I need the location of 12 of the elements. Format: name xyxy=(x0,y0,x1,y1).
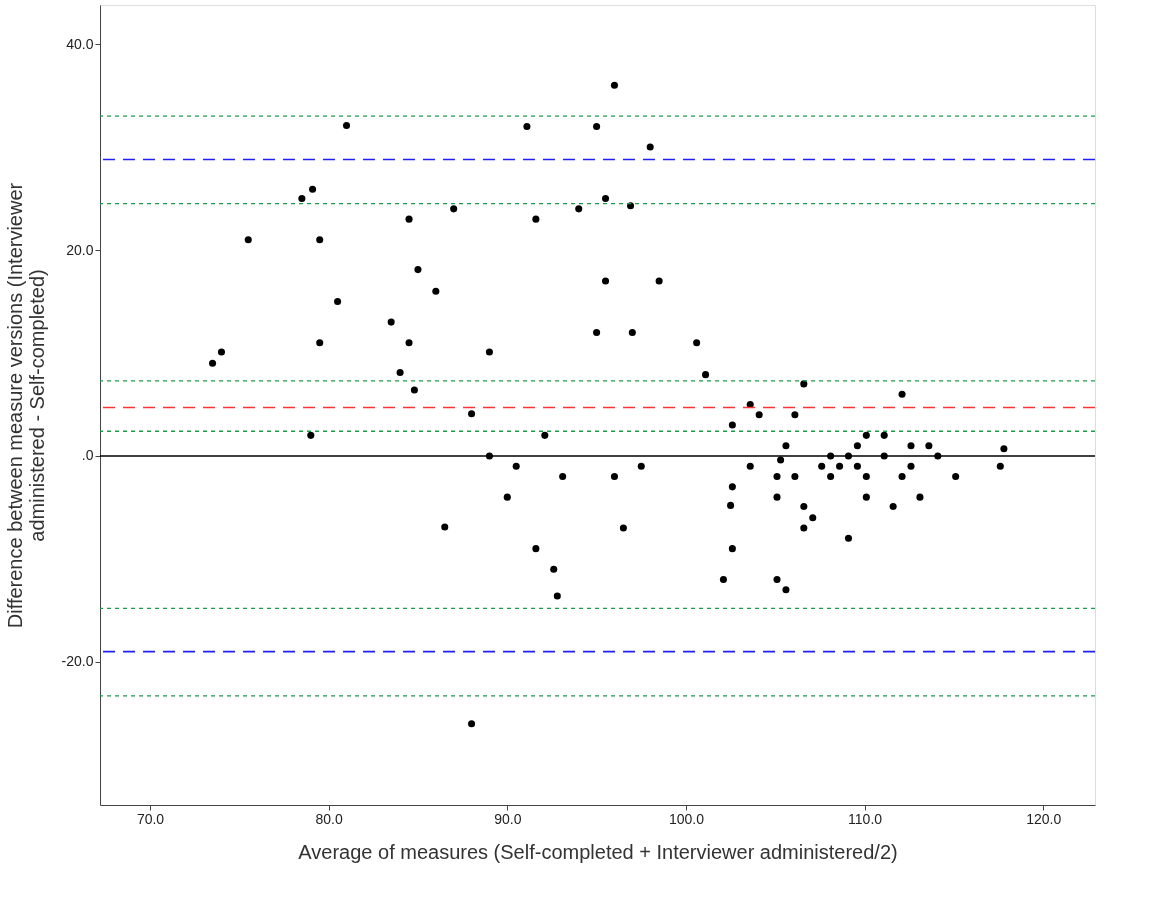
x-tick-label: 100.0 xyxy=(668,810,705,827)
y-tick-label: 20.0 xyxy=(66,241,94,258)
x-tick-label: 120.0 xyxy=(1026,810,1062,827)
y-tick-label: 40.0 xyxy=(66,35,94,52)
x-tick-label: 110.0 xyxy=(848,810,883,827)
y-tick-label: .0 xyxy=(81,447,94,464)
x-tick-label: 80.0 xyxy=(315,810,343,827)
x-tick-label: 90.0 xyxy=(494,810,522,827)
x-tick-label: 70.0 xyxy=(136,810,165,827)
x-axis-title: Average of measures (Self-completed + Interviewer administered/2) xyxy=(298,840,898,863)
y-tick-label: -20.0 xyxy=(61,653,94,670)
y-axis-title: Difference between measure versions (Interviewer administered - Self-completed) xyxy=(3,182,48,629)
